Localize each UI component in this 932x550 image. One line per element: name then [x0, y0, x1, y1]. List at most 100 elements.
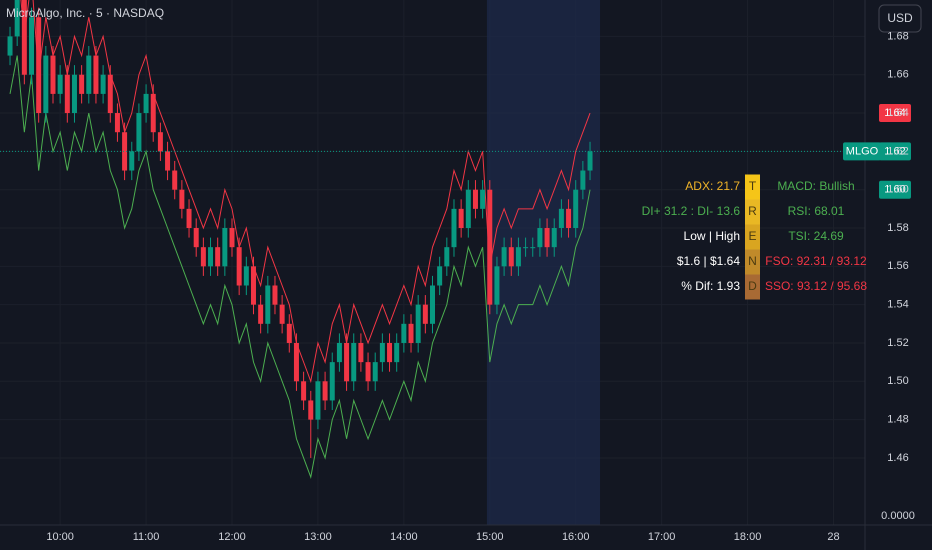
candle-body — [79, 74, 85, 94]
panel-left: $1.6 | $1.64 — [677, 254, 740, 268]
panel-right: FSO: 92.31 / 93.12 — [765, 254, 867, 268]
price-tag-name-bg — [843, 142, 881, 161]
candle-body — [143, 93, 149, 114]
candle-body — [100, 74, 106, 94]
band-line — [20, 0, 591, 384]
candle-body — [322, 381, 328, 401]
candle-body — [344, 342, 350, 382]
candle-body — [301, 381, 307, 401]
x-tick-label: 17:00 — [648, 531, 676, 543]
panel-right: RSI: 68.01 — [788, 204, 845, 218]
price-tag — [879, 104, 911, 123]
x-tick-label: 16:00 — [562, 531, 590, 543]
candle-body — [308, 400, 314, 420]
candle-body — [272, 285, 278, 305]
price-tag-name: MLGO — [846, 145, 879, 157]
x-tick-label: 12:00 — [218, 531, 246, 543]
price-tag-label: 1.62 — [884, 145, 905, 157]
candle-body — [208, 247, 214, 267]
price-tag-label: 1.60 — [884, 184, 905, 196]
x-tick-label: 18:00 — [734, 531, 762, 543]
band-line — [9, 55, 591, 479]
trend-cell — [745, 274, 760, 300]
x-tick-label: 13:00 — [304, 531, 332, 543]
candle-body — [129, 151, 135, 171]
candle-body — [243, 266, 249, 286]
candle-body — [465, 189, 471, 229]
x-tick-label: 15:00 — [476, 531, 504, 543]
candle-body — [165, 151, 171, 171]
candle-body — [14, 0, 20, 37]
candle-body — [558, 208, 564, 229]
candle-body — [7, 36, 13, 56]
y-tick-label: 1.54 — [887, 299, 908, 311]
candle-body — [430, 285, 435, 324]
candle-body — [229, 228, 235, 248]
candle-body — [551, 228, 557, 248]
candle-body — [200, 247, 206, 267]
candle-body — [279, 304, 285, 324]
candle-body — [329, 362, 335, 401]
candle-body — [494, 266, 500, 305]
y-tick-label: 1.50 — [887, 375, 908, 387]
candle-body — [480, 189, 486, 209]
y-tick-label: 1.62 — [887, 145, 908, 157]
candle-body — [501, 247, 507, 267]
candle-body — [107, 74, 113, 114]
candle-body — [472, 189, 478, 209]
candle-body — [451, 208, 457, 248]
candle-body — [573, 189, 579, 229]
candle-body — [258, 304, 264, 324]
candle-body — [580, 170, 586, 190]
price-tag — [879, 142, 911, 161]
y-tick-label: 1.56 — [887, 260, 908, 272]
candle-body — [93, 55, 99, 94]
candle-body — [36, 17, 42, 114]
candle-body — [193, 228, 199, 248]
plot-area — [0, 0, 865, 525]
trend-cell — [745, 224, 760, 250]
candle-body — [587, 151, 593, 171]
y-tick-label: 1.60 — [887, 184, 908, 196]
panel-left: % Dif: 1.93 — [681, 279, 740, 293]
x-tick-label: 10:00 — [46, 531, 74, 543]
candle-body — [544, 228, 550, 248]
candle-body — [487, 189, 493, 305]
candle-body — [530, 247, 536, 249]
y-tick-label: 1.46 — [887, 452, 908, 464]
trend-letter: D — [748, 279, 757, 293]
trend-letter: T — [749, 179, 757, 193]
candle-body — [43, 55, 49, 114]
panel-left: ADX: 21.7 — [685, 179, 740, 193]
candle-body — [172, 170, 178, 190]
candle-body — [64, 74, 70, 114]
panel-right: SSO: 93.12 / 95.68 — [765, 279, 867, 293]
candle-body — [265, 285, 271, 324]
candle-body — [566, 208, 572, 229]
candle-body — [394, 342, 400, 363]
candle-body — [379, 342, 385, 363]
candle-body — [537, 228, 543, 248]
candle-body — [29, 17, 35, 75]
currency-button[interactable] — [878, 4, 922, 33]
currency-label[interactable]: USD — [887, 11, 913, 25]
candle-body — [86, 55, 92, 94]
x-tick-label: 11:00 — [133, 531, 160, 543]
price-tag — [879, 180, 911, 199]
y-tick-label: 1.64 — [887, 107, 908, 119]
candle-body — [293, 342, 299, 382]
candle-body — [408, 323, 414, 343]
candle-body — [508, 247, 514, 267]
candle-body — [523, 247, 529, 249]
candle-body — [57, 74, 63, 94]
trend-letter: R — [748, 204, 757, 218]
candle-body — [422, 304, 428, 324]
panel-left: Low | High — [684, 229, 740, 243]
candle-body — [515, 247, 521, 267]
lower-axis-label: 0.0000 — [881, 510, 915, 522]
candle-body — [315, 381, 321, 420]
trend-letter: N — [748, 254, 757, 268]
price-tag-label: 1.64 — [884, 107, 905, 119]
